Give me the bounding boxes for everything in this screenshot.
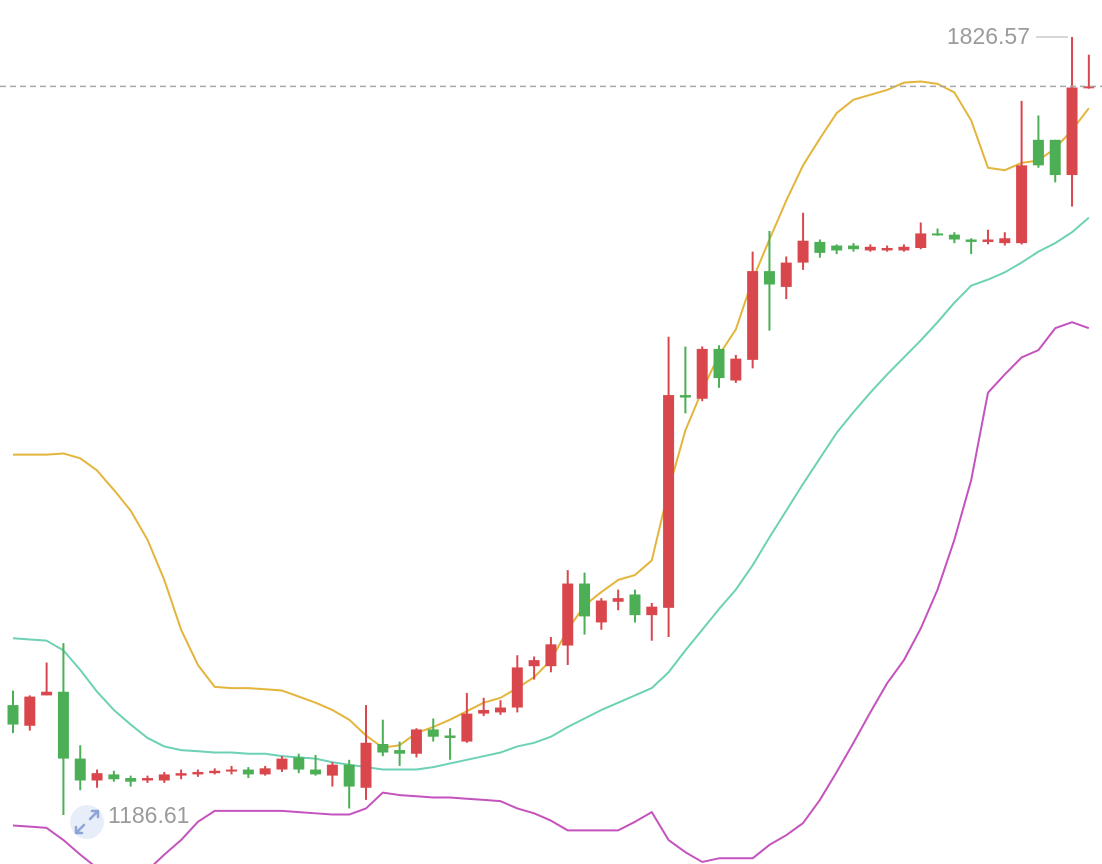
candle-body <box>276 758 288 770</box>
candle-body <box>377 744 389 753</box>
candle-body <box>478 709 490 714</box>
candle-body <box>1049 139 1061 176</box>
candle-body <box>91 773 103 781</box>
max-price-label: 1826.57 <box>947 23 1030 49</box>
candle-body <box>848 245 859 250</box>
candle-body <box>696 348 708 399</box>
candle-body <box>915 233 927 249</box>
candle-body <box>864 246 876 251</box>
candle-body <box>629 594 641 616</box>
candle-body <box>141 778 153 781</box>
candle-body <box>41 691 53 696</box>
candle-body <box>125 778 137 782</box>
candle-body <box>797 240 809 263</box>
candle-body <box>394 750 406 754</box>
candle-body <box>646 606 658 616</box>
candle-body <box>595 600 607 623</box>
candle-body <box>1083 86 1095 89</box>
candle-body <box>259 768 271 775</box>
candle-body <box>24 696 36 726</box>
candle-body <box>461 713 473 742</box>
candle-body <box>999 238 1011 244</box>
band-lines <box>12 80 1090 864</box>
candle-body <box>1016 165 1028 244</box>
candle-body <box>881 248 893 251</box>
candle-body <box>7 705 19 725</box>
candle-body <box>730 358 742 381</box>
candle-body <box>326 764 338 776</box>
candle-body <box>982 239 994 242</box>
candle-body <box>948 234 960 240</box>
candle-body <box>242 769 254 775</box>
icon-arrows <box>74 809 100 835</box>
candle-body <box>310 769 322 775</box>
candle-body <box>209 770 221 774</box>
candle-body <box>226 769 238 772</box>
candle-body <box>679 395 691 398</box>
min-price-label: 1186.61 <box>108 802 189 828</box>
candle-body <box>763 271 775 285</box>
candle-body <box>343 764 355 787</box>
candle-body <box>494 707 506 713</box>
candle-body <box>831 245 843 251</box>
candle-body <box>932 233 944 236</box>
candle-body <box>612 598 624 602</box>
candle-body <box>410 729 422 754</box>
candle-body <box>780 262 792 287</box>
icon-circle <box>70 805 104 839</box>
candle-body <box>427 729 439 737</box>
candle-body <box>528 660 540 667</box>
candle-body <box>175 773 187 776</box>
candle-body <box>511 667 523 708</box>
candle-body <box>814 241 826 253</box>
band-line <box>12 321 1090 864</box>
candles <box>0 36 1102 815</box>
candle-body <box>192 771 204 775</box>
candle-body <box>57 691 69 759</box>
candle-body <box>545 644 557 667</box>
candle-body <box>444 735 456 738</box>
labels: 1826.57 1186.61 <box>70 23 1068 839</box>
candle-body <box>579 583 591 617</box>
candle-body <box>158 774 170 781</box>
band-line <box>12 216 1090 771</box>
candle-body <box>562 583 574 646</box>
candle-body <box>965 239 977 242</box>
candle-body <box>1032 139 1044 166</box>
low-marker-icon <box>70 805 104 839</box>
candle-body <box>293 757 305 770</box>
candle-body <box>74 758 86 781</box>
candle-body <box>108 774 120 780</box>
candle-body <box>747 271 759 360</box>
candle-body <box>713 348 725 379</box>
candle-body <box>898 246 910 251</box>
candle-body <box>1066 87 1078 176</box>
candle-body <box>360 742 372 788</box>
candle-body <box>663 395 675 608</box>
